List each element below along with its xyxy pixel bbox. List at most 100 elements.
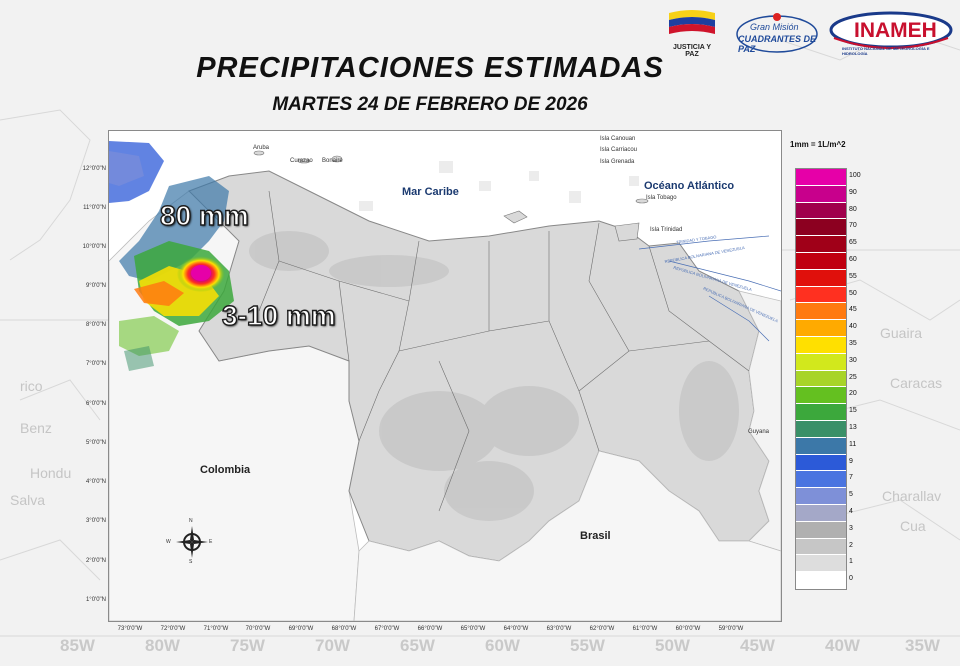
aruba-label: Aruba — [253, 145, 270, 151]
legend-value: 45 — [849, 306, 857, 314]
legend-swatch: 45 — [796, 303, 857, 321]
legend-swatch: 9 — [796, 454, 853, 472]
lon-label: 67°0'0"W — [374, 626, 400, 632]
bg-degree-label: 70W — [315, 636, 350, 655]
lat-label: 3°0'0"N — [85, 518, 106, 524]
legend-swatch: 40 — [796, 320, 857, 337]
bg-degree-label: 80W — [145, 636, 180, 655]
bg-degree-label: 45W — [740, 636, 775, 655]
trinidad-label: Isla Trinidad — [650, 227, 683, 233]
legend-swatch: 65 — [796, 236, 857, 253]
islands — [253, 150, 649, 242]
legend-swatch: 5 — [796, 488, 853, 505]
legend-swatch: 0 — [796, 572, 853, 589]
legend-title: 1mm = 1L/m^2 — [790, 140, 846, 149]
legend-value: 2 — [849, 541, 853, 549]
lon-label: 66°0'0"W — [417, 626, 443, 632]
legend-value: 7 — [849, 474, 853, 482]
legend-swatch: 30 — [796, 353, 857, 371]
legend-swatch: 4 — [796, 504, 853, 522]
state-borders — [258, 190, 750, 512]
legend-swatch: 11 — [796, 437, 856, 455]
legend-swatch: 15 — [796, 404, 857, 421]
lon-label: 64°0'0"W — [503, 626, 529, 632]
lat-label: 9°0'0"N — [85, 283, 106, 289]
legend-swatch: 1 — [796, 555, 853, 573]
relief-shading — [249, 231, 739, 521]
gran-mision-logo: Gran Misión CUADRANTES DE PAZ — [734, 12, 820, 56]
legend-value: 1 — [849, 558, 853, 566]
map-subtitle: MARTES 24 DE FEBRERO DE 2026 — [272, 94, 588, 115]
legend-swatch: 90 — [796, 185, 857, 203]
bg-place-label: rico — [20, 378, 43, 394]
lat-label: 7°0'0"N — [85, 361, 106, 367]
legend-swatch: 55 — [796, 269, 857, 287]
range-precip-annotation: 3-10 mm — [221, 299, 336, 331]
legend-value: 9 — [849, 457, 853, 465]
venezuela-flag-icon — [669, 10, 715, 36]
compass-n: N — [189, 518, 193, 524]
lon-label: 73°0'0"W — [117, 626, 143, 632]
grenada-label: Isla Grenada — [600, 159, 635, 165]
legend-value: 80 — [849, 205, 857, 213]
lon-label: 72°0'0"W — [160, 626, 186, 632]
lat-label: 1°0'0"N — [85, 597, 106, 603]
legend-swatch: 7 — [796, 471, 853, 489]
bg-place-label: Salva — [10, 492, 46, 508]
compass-w: W — [166, 539, 171, 545]
legend-value: 5 — [849, 491, 853, 499]
legend-value: 40 — [849, 323, 857, 331]
compass-rose-icon: N S E W — [166, 518, 213, 566]
curazao-label: Curazao — [290, 158, 313, 164]
legend-swatch: 2 — [796, 538, 853, 556]
carriacou-label: Isla Carriacou — [600, 147, 638, 153]
legend-swatch: 3 — [796, 521, 853, 539]
legend-swatch: 80 — [796, 202, 857, 220]
oceano-label: Océano Atlántico — [644, 180, 735, 192]
justicia-paz-text: JUSTICIA Y PAZ — [672, 44, 712, 58]
lat-label: 2°0'0"N — [85, 558, 106, 564]
guyana-label: Guyana — [748, 429, 770, 435]
bg-degree-label: 60W — [485, 636, 520, 655]
gran-mision-text: Gran Misión — [750, 22, 799, 32]
lat-label: 4°0'0"N — [85, 479, 106, 485]
legend-swatch: 35 — [796, 336, 857, 354]
lon-label: 61°0'0"W — [632, 626, 658, 632]
legend-value: 3 — [849, 524, 853, 532]
precipitation-field — [109, 141, 234, 371]
bg-place-label: Caracas — [890, 375, 943, 391]
legend-swatch: 25 — [796, 370, 857, 388]
bg-place-label: Guaira — [880, 325, 923, 341]
inameh-text: INAMEH — [854, 19, 937, 42]
bg-degree-label: 55W — [570, 636, 605, 655]
precipitation-map — [108, 130, 782, 622]
legend-swatch: 60 — [796, 252, 857, 270]
legend-value: 13 — [849, 423, 857, 431]
lon-label: 70°0'0"W — [245, 626, 271, 632]
compass-e: E — [209, 539, 213, 545]
legend-value: 30 — [849, 356, 857, 364]
legend-value: 15 — [849, 407, 857, 415]
cuadrantes-text: CUADRANTES DE PAZ — [738, 34, 817, 54]
bg-degree-label: 85W — [60, 636, 95, 655]
tobago-label: Isla Tobago — [646, 195, 677, 201]
colombia-label: Colombia — [200, 464, 251, 476]
canouan-label: Isla Canouan — [600, 136, 636, 142]
logo-strip: JUSTICIA Y PAZ Gran Misión CUADRANTES DE… — [660, 8, 960, 58]
legend-swatch: 100 — [796, 169, 861, 186]
legend-value: 35 — [849, 339, 857, 347]
lon-label: 65°0'0"W — [460, 626, 486, 632]
lat-label: 11°0'0"N — [83, 205, 106, 211]
guyana-land — [738, 290, 781, 552]
legend-value: 25 — [849, 373, 857, 381]
precip-legend: 100 90 80 70 65 60 55 50 45 40 35 30 25 20 15 13 11 9 7 5 4 3… — [795, 168, 861, 590]
lat-label: 10°0'0"N — [82, 244, 106, 250]
legend-value: 55 — [849, 272, 857, 280]
bg-degree-label: 65W — [400, 636, 435, 655]
max-precip-annotation: 80 mm — [159, 199, 249, 231]
lon-label: 68°0'0"W — [331, 626, 357, 632]
legend-swatch: 70 — [796, 219, 857, 237]
lon-label: 69°0'0"W — [288, 626, 314, 632]
inameh-subtext: INSTITUTO NACIONAL DE METEOROLOGÍA E HID… — [842, 46, 930, 56]
legend-swatch: 50 — [796, 286, 857, 304]
